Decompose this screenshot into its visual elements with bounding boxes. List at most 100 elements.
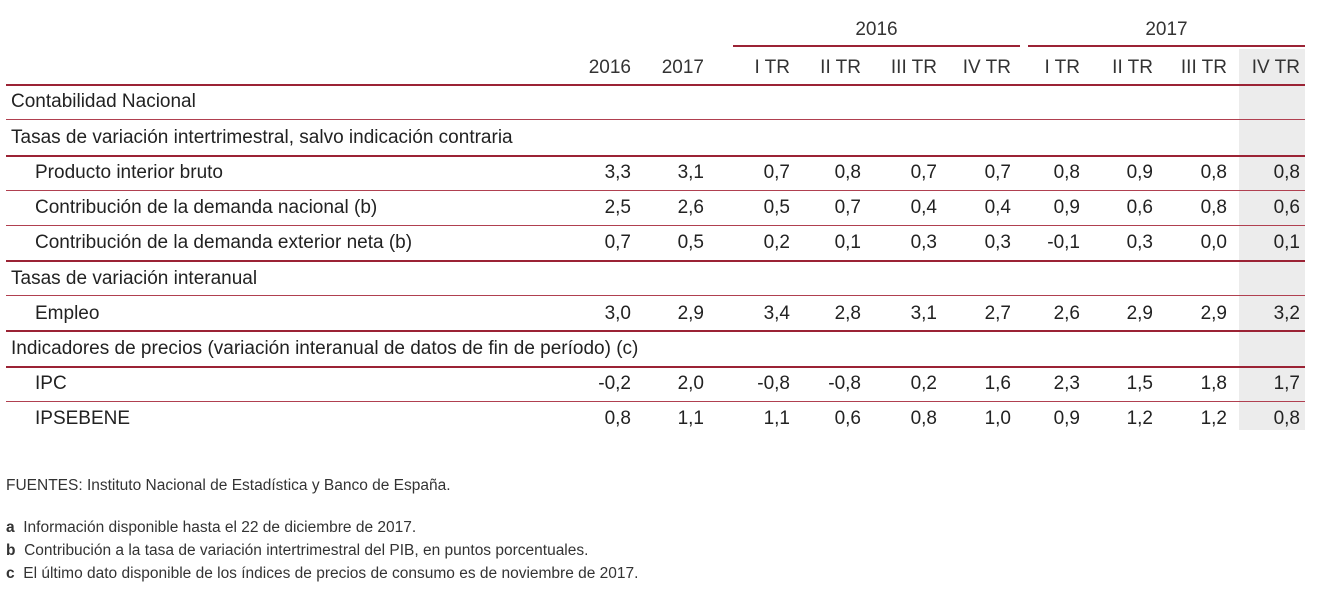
group-header-2016: 2016 xyxy=(855,19,898,40)
table-cell: -0,1 xyxy=(1047,232,1080,253)
group-header-2017: 2017 xyxy=(1145,19,1188,40)
table-cell: 0,8 xyxy=(1273,408,1300,429)
row-label: Producto interior bruto xyxy=(35,162,223,183)
column-header: IV TR xyxy=(1251,57,1300,78)
table-cell: 0,8 xyxy=(604,408,631,429)
table-cell: 1,1 xyxy=(677,408,704,429)
table-cell: 2,3 xyxy=(1053,373,1080,394)
column-header: III TR xyxy=(1180,57,1227,78)
row-rule xyxy=(6,330,1305,332)
footnote-text: Información disponible hasta el 22 de di… xyxy=(23,519,417,536)
table-cell: 0,6 xyxy=(1273,197,1300,218)
table-cell: 0,0 xyxy=(1200,232,1227,253)
table-cell: 0,2 xyxy=(763,232,790,253)
table-cell: 0,2 xyxy=(910,373,937,394)
table-cell: 2,6 xyxy=(1053,303,1080,324)
table-cell: 0,8 xyxy=(1273,162,1300,183)
footnote-c: c El último dato disponible de los índic… xyxy=(6,565,638,583)
table-cell: 0,3 xyxy=(1126,232,1153,253)
column-header: II TR xyxy=(820,57,861,78)
footnote-text: Contribución a la tasa de variación inte… xyxy=(24,542,589,559)
table-cell: 1,2 xyxy=(1200,408,1227,429)
table-cell: 0,8 xyxy=(1200,162,1227,183)
table-cell: 0,7 xyxy=(763,162,790,183)
footnote-text: El último dato disponible de los índices… xyxy=(23,565,639,582)
table-cell: 0,6 xyxy=(834,408,861,429)
row-label: IPC xyxy=(35,373,67,394)
table-cell: 1,7 xyxy=(1273,373,1300,394)
table-cell: 1,8 xyxy=(1200,373,1227,394)
table-cell: 0,1 xyxy=(834,232,861,253)
table-cell: -0,8 xyxy=(828,373,861,394)
table-cell: 2,0 xyxy=(677,373,704,394)
table-cell: 3,3 xyxy=(604,162,631,183)
column-header: IV TR xyxy=(962,57,1011,78)
table-cell: 2,9 xyxy=(677,303,704,324)
table-cell: 0,4 xyxy=(984,197,1011,218)
table-cell: 0,8 xyxy=(1053,162,1080,183)
table-cell: 2,6 xyxy=(677,197,704,218)
section-label: Indicadores de precios (variación intera… xyxy=(11,338,639,359)
section-label: Tasas de variación interanual xyxy=(11,268,258,289)
row-rule xyxy=(6,155,1305,157)
table-cell: 0,1 xyxy=(1273,232,1300,253)
column-header: II TR xyxy=(1112,57,1153,78)
table-cell: 3,0 xyxy=(604,303,631,324)
table-cell: 0,7 xyxy=(834,197,861,218)
footnote-key: a xyxy=(6,519,15,536)
section-label: Contabilidad Nacional xyxy=(11,91,196,112)
table-cell: -0,2 xyxy=(598,373,631,394)
sources-note: FUENTES: Instituto Nacional de Estadísti… xyxy=(6,477,451,494)
table-cell: -0,8 xyxy=(757,373,790,394)
table-cell: 1,1 xyxy=(763,408,790,429)
row-label: Contribución de la demanda nacional (b) xyxy=(35,197,378,218)
table-cell: 1,2 xyxy=(1126,408,1153,429)
table-cell: 2,9 xyxy=(1200,303,1227,324)
row-rule xyxy=(6,366,1305,368)
row-label: Contribución de la demanda exterior neta… xyxy=(35,232,413,253)
column-header: I TR xyxy=(1044,57,1080,78)
table-cell: 0,7 xyxy=(604,232,631,253)
table-cell: 3,4 xyxy=(763,303,790,324)
table-cell: 3,1 xyxy=(677,162,704,183)
row-rule xyxy=(6,401,1305,402)
table-cell: 0,5 xyxy=(677,232,704,253)
table-cell: 0,7 xyxy=(910,162,937,183)
table-cell: 0,9 xyxy=(1126,162,1153,183)
footnote-b: b Contribución a la tasa de variación in… xyxy=(6,542,588,560)
table-cell: 3,1 xyxy=(910,303,937,324)
table-cell: 0,3 xyxy=(984,232,1011,253)
table-cell: 3,2 xyxy=(1273,303,1300,324)
column-header: III TR xyxy=(890,57,937,78)
column-header: 2017 xyxy=(661,57,704,78)
column-header: I TR xyxy=(754,57,790,78)
row-rule xyxy=(6,190,1305,191)
table-cell: 2,8 xyxy=(834,303,861,324)
header-rule xyxy=(6,84,1305,86)
table-cell: 2,5 xyxy=(604,197,631,218)
row-rule xyxy=(6,225,1305,226)
table-cell: 0,5 xyxy=(763,197,790,218)
row-rule xyxy=(6,260,1305,262)
column-header: 2016 xyxy=(588,57,631,78)
group-rule-2016 xyxy=(733,45,1020,47)
table-cell: 1,6 xyxy=(984,373,1011,394)
table-cell: 0,8 xyxy=(910,408,937,429)
footnote-key: b xyxy=(6,542,16,559)
row-label: Empleo xyxy=(35,303,100,324)
table-cell: 2,9 xyxy=(1126,303,1153,324)
table-cell: 1,0 xyxy=(984,408,1011,429)
table-cell: 0,7 xyxy=(984,162,1011,183)
table-cell: 0,4 xyxy=(910,197,937,218)
section-label: Tasas de variación intertrimestral, salv… xyxy=(11,127,513,148)
table-cell: 0,8 xyxy=(834,162,861,183)
footnote-a: a Información disponible hasta el 22 de … xyxy=(6,519,416,537)
table-cell: 0,8 xyxy=(1200,197,1227,218)
table-cell: 0,6 xyxy=(1126,197,1153,218)
group-rule-2017 xyxy=(1028,45,1305,47)
row-label: IPSEBENE xyxy=(35,408,131,429)
table-cell: 0,3 xyxy=(910,232,937,253)
footnote-key: c xyxy=(6,565,15,582)
table-cell: 0,9 xyxy=(1053,197,1080,218)
table-cell: 1,5 xyxy=(1126,373,1153,394)
